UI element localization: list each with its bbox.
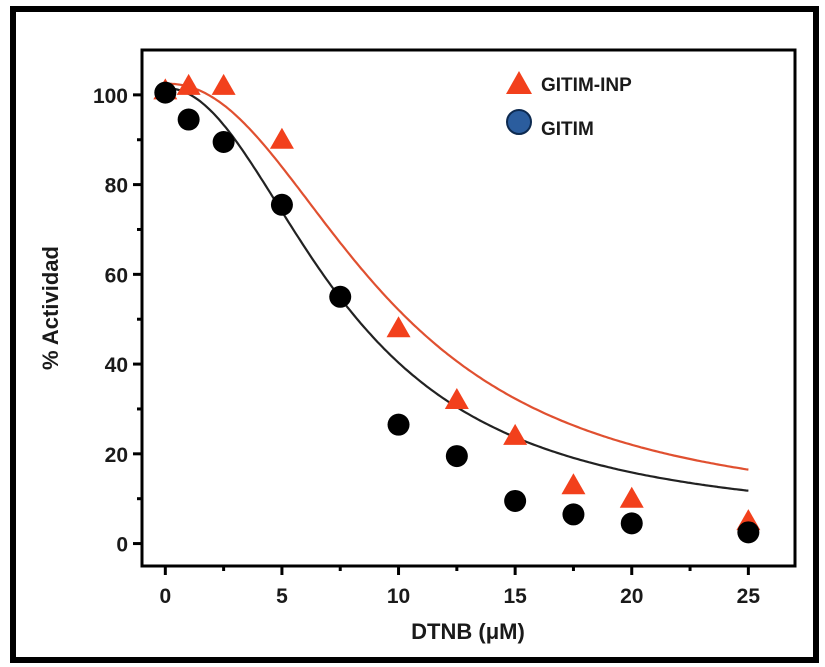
legend-circle-marker: [506, 109, 532, 135]
figure-frame: [10, 6, 819, 663]
y-axis-ticks: 0 20 40 60 80 100: [93, 85, 142, 557]
y-tick-label: 40: [105, 354, 128, 377]
plot-frame: [140, 48, 797, 568]
data-point-triangle: [211, 73, 236, 95]
data-point-circle: [154, 81, 177, 104]
legend: GITIM-INP GITIM: [506, 71, 632, 140]
y-tick-label: 20: [105, 444, 128, 467]
data-point-circle: [737, 521, 760, 544]
data-point-circle: [504, 489, 527, 512]
x-tick-label: 25: [737, 585, 761, 608]
legend-label: GITIM: [541, 119, 594, 140]
data-point-triangle: [619, 486, 644, 508]
legend-triangle-marker: [506, 71, 532, 94]
data-point-triangle: [444, 387, 469, 409]
data-point-circle: [329, 285, 352, 308]
x-axis-ticks: 0 5 10 15 20 25: [159, 566, 760, 608]
y-tick-label: 0: [116, 534, 128, 557]
data-point-circle: [177, 108, 200, 131]
data-point-triangle: [269, 127, 294, 149]
fit-curve-gitim: [165, 87, 749, 492]
legend-label: GITIM-INP: [541, 75, 632, 96]
x-tick-label: 20: [620, 585, 643, 608]
data-point-circle: [562, 503, 585, 526]
data-point-triangle: [503, 423, 528, 445]
data-point-circle: [212, 130, 235, 153]
x-tick-label: 5: [276, 585, 288, 608]
x-axis-title: DTNB (μM): [411, 619, 525, 644]
data-point-triangle: [176, 73, 201, 95]
fit-curves: [165, 82, 749, 492]
x-tick-label: 10: [387, 585, 410, 608]
y-tick-label: 80: [105, 175, 128, 198]
y-axis-title: % Actividad: [38, 246, 63, 370]
data-point-circle: [270, 193, 293, 216]
data-point-circle: [445, 445, 468, 468]
fit-curve-gitim-inp: [165, 82, 749, 471]
data-point-circle: [387, 413, 410, 436]
x-tick-label: 15: [503, 585, 527, 608]
plot-area: [140, 48, 797, 568]
data-point-triangle: [386, 316, 411, 338]
data-point-circle: [620, 512, 643, 535]
data-markers: [153, 73, 761, 544]
data-point-triangle: [561, 473, 586, 495]
y-tick-label: 100: [93, 85, 128, 108]
x-tick-label: 0: [159, 585, 171, 608]
y-tick-label: 60: [105, 264, 128, 287]
